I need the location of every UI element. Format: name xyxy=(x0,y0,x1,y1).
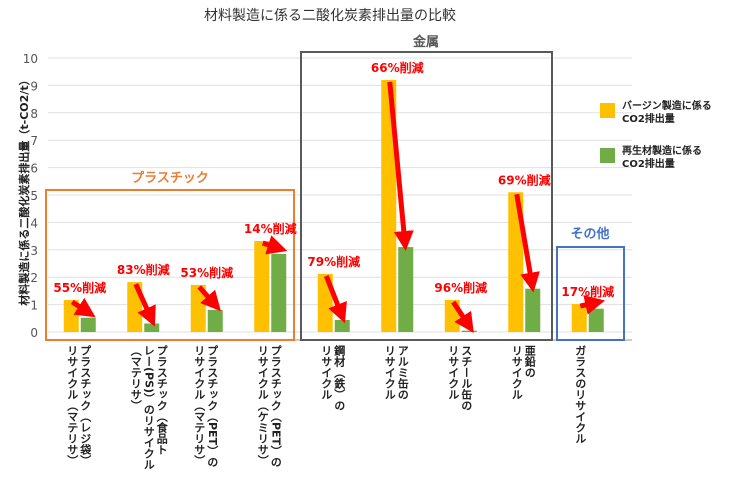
group-box xyxy=(556,246,625,341)
legend-swatch xyxy=(600,103,615,118)
group-box xyxy=(45,189,295,341)
legend-label: 再生材製造に係る xyxy=(622,144,702,157)
reduction-label: 14%削減 xyxy=(244,221,297,236)
y-tick-label: 3 xyxy=(30,244,38,258)
reduction-label: 69%削減 xyxy=(498,172,551,187)
reduction-label: 79%削減 xyxy=(307,254,360,269)
y-tick-label: 0 xyxy=(30,326,38,340)
bar-recycled xyxy=(207,309,223,332)
reduction-arrow xyxy=(197,285,221,312)
bar-recycled xyxy=(144,323,160,332)
reduction-label: 17%削減 xyxy=(561,284,614,299)
y-tick-label: 9 xyxy=(30,79,38,93)
bar-recycled xyxy=(80,317,96,332)
x-tick-label: 亜鉛の リサイクル xyxy=(510,345,537,400)
bar-recycled xyxy=(588,308,604,332)
y-tick-label: 6 xyxy=(30,162,38,176)
reduction-arrow xyxy=(579,295,606,315)
y-axis-label: 材料製造に係る二酸化炭素排出量（t-CO2/t） xyxy=(17,74,31,305)
reduction-label: 96%削減 xyxy=(434,280,487,295)
x-tick-label: ガラスのリサイクル xyxy=(573,345,587,444)
reduction-arrow xyxy=(261,235,288,255)
y-tick-label: 7 xyxy=(30,134,38,148)
legend-label: CO2排出量 xyxy=(622,112,675,125)
y-tick-label: 4 xyxy=(30,216,38,230)
chart-title: 材料製造に係る二酸化炭素排出量の比較 xyxy=(204,8,456,24)
reduction-arrow xyxy=(70,297,96,318)
bar-recycled xyxy=(334,319,350,332)
bar-virgin xyxy=(571,304,587,332)
reduction-label: 83%削減 xyxy=(117,262,170,277)
x-tick-label: アルミ缶の リサイクル xyxy=(383,345,410,400)
legend-swatch xyxy=(600,148,615,163)
legend-label: バージン製造に係る xyxy=(622,99,712,112)
reduction-label: 53%削減 xyxy=(180,265,233,280)
bar-recycled xyxy=(461,330,477,332)
bar-virgin xyxy=(381,79,397,332)
group-label: 金属 xyxy=(412,34,439,50)
x-tick-label: プラスチック（PET）の リサイクル（ケミリサ） xyxy=(256,345,283,468)
reduction-arrow xyxy=(514,193,540,293)
x-tick-label: 鋼材（鉄）の リサイクル xyxy=(319,345,346,411)
reduction-arrow xyxy=(387,81,414,252)
legend-label: CO2排出量 xyxy=(622,157,675,170)
y-tick-label: 10 xyxy=(23,52,38,66)
x-tick-label: スチール缶の リサイクル xyxy=(446,345,473,411)
x-tick-label: プラスチック（PET）の リサイクル（マテリサ） xyxy=(192,345,219,468)
bar-recycled xyxy=(525,288,541,332)
x-tick-label: プラスチック（食品ト レー(PS)）のリサイクル （マテリサ） xyxy=(129,345,169,471)
reduction-arrow xyxy=(323,274,347,324)
y-tick-label: 5 xyxy=(30,189,38,203)
bar-recycled xyxy=(398,247,414,332)
y-tick-label: 8 xyxy=(30,107,38,121)
reduction-label: 55%削減 xyxy=(53,280,106,295)
reduction-label: 66%削減 xyxy=(371,60,424,75)
x-tick-label: プラスチック（レジ袋） リサイクル（マテリサ） xyxy=(65,345,92,466)
reduction-arrow xyxy=(133,283,156,327)
bar-virgin xyxy=(508,192,524,332)
y-tick-label: 1 xyxy=(30,299,38,313)
group-label: プラスチック xyxy=(131,171,209,186)
group-box xyxy=(300,51,553,341)
bar-recycled xyxy=(271,253,287,332)
group-label: その他 xyxy=(570,226,609,242)
bar-virgin xyxy=(254,241,270,332)
y-tick-label: 2 xyxy=(30,271,38,285)
reduction-arrow xyxy=(451,300,474,333)
